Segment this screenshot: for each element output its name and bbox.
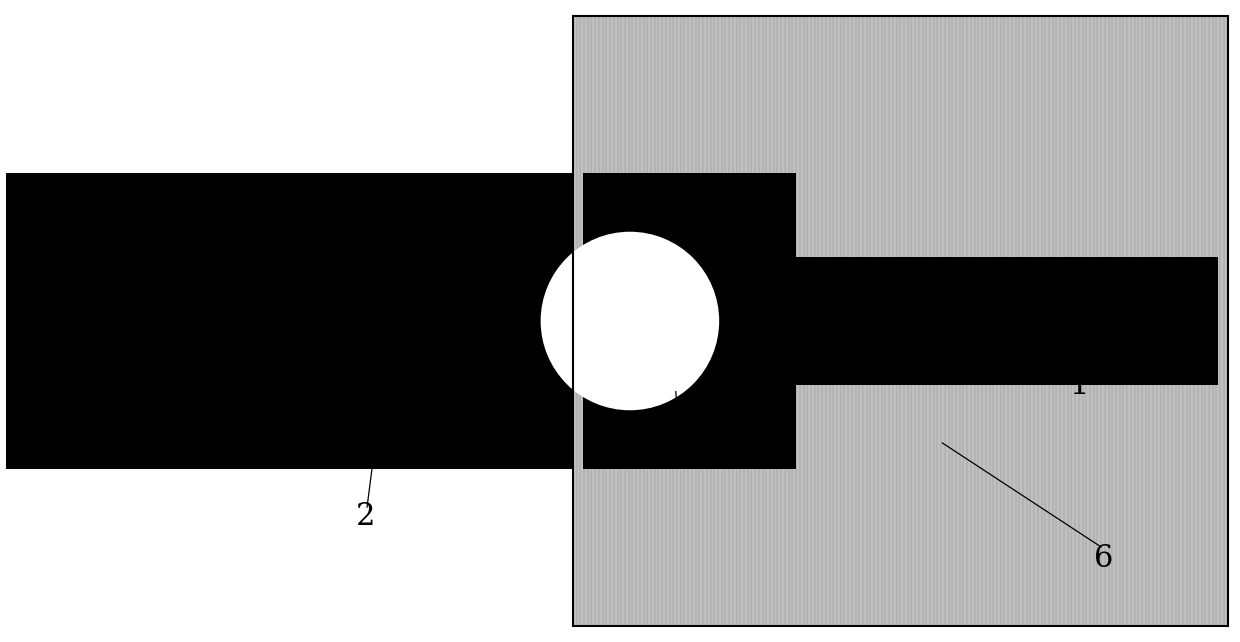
Bar — [573, 16, 1228, 626]
Text: 6: 6 — [1094, 543, 1114, 574]
Text: 5: 5 — [670, 437, 689, 468]
Bar — [6, 173, 573, 469]
Bar — [583, 173, 725, 469]
Text: 1: 1 — [1069, 370, 1089, 401]
Ellipse shape — [541, 232, 719, 410]
Bar — [722, 173, 796, 257]
Bar — [722, 385, 796, 469]
Text: 2: 2 — [356, 501, 376, 532]
Bar — [722, 257, 1218, 385]
Bar — [573, 16, 1228, 626]
